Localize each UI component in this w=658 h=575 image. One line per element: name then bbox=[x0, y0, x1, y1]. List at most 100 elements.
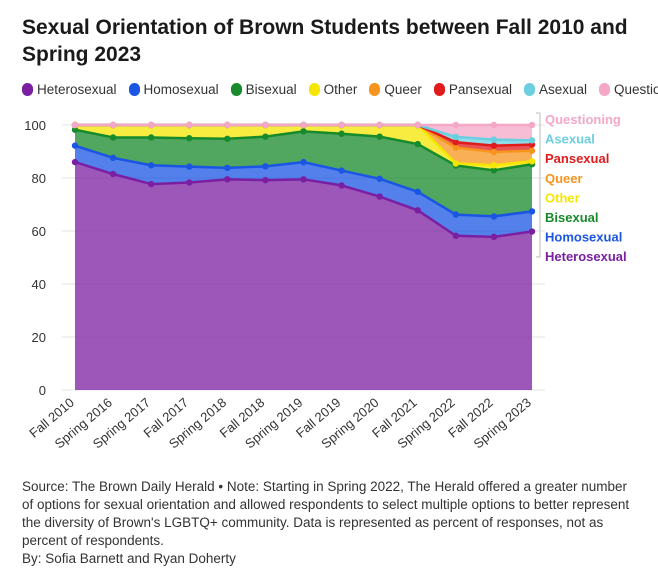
point-questioning bbox=[452, 121, 460, 129]
end-label-pansexual: Pansexual bbox=[545, 151, 609, 166]
point-homosexual bbox=[338, 167, 345, 174]
point-heterosexual bbox=[376, 193, 383, 200]
point-heterosexual bbox=[109, 170, 117, 178]
legend-item-heterosexual: Heterosexual bbox=[22, 82, 117, 97]
legend-item-pansexual: Pansexual bbox=[433, 82, 512, 97]
area-queer bbox=[75, 125, 532, 166]
y-tick-label: 0 bbox=[39, 383, 46, 398]
legend-item-asexual: Asexual bbox=[523, 82, 587, 97]
legend-item-other: Other bbox=[308, 82, 358, 97]
point-homosexual bbox=[528, 208, 536, 215]
point-homosexual bbox=[147, 162, 155, 169]
legend-label: Homosexual bbox=[143, 82, 219, 97]
legend-label: Heterosexual bbox=[37, 82, 117, 97]
point-questioning bbox=[376, 121, 383, 129]
point-bisexual bbox=[224, 135, 231, 142]
point-queer bbox=[528, 147, 536, 154]
point-pansexual bbox=[452, 139, 460, 146]
point-bisexual bbox=[71, 126, 79, 133]
point-heterosexual bbox=[71, 158, 79, 166]
point-asexual bbox=[528, 137, 536, 144]
legend-item-bisexual: Bisexual bbox=[230, 82, 297, 97]
point-questioning bbox=[186, 121, 193, 129]
end-label-homosexual: Homosexual bbox=[545, 230, 622, 245]
legend-swatch bbox=[369, 83, 381, 96]
end-label-other: Other bbox=[545, 190, 580, 205]
point-homosexual bbox=[224, 164, 231, 172]
point-questioning bbox=[224, 121, 231, 129]
point-heterosexual bbox=[186, 179, 193, 186]
point-heterosexual bbox=[414, 207, 421, 214]
point-questioning bbox=[414, 121, 421, 129]
point-homosexual bbox=[452, 211, 460, 218]
point-bisexual bbox=[300, 128, 307, 135]
end-label-heterosexual: Heterosexual bbox=[545, 249, 627, 264]
point-bisexual bbox=[109, 134, 117, 141]
y-tick-label: 60 bbox=[32, 224, 46, 239]
legend-item-questioning: Questioning bbox=[599, 82, 658, 97]
point-heterosexual bbox=[528, 228, 536, 235]
point-homosexual bbox=[414, 188, 421, 195]
legend-label: Bisexual bbox=[245, 82, 297, 97]
legend-label: Queer bbox=[384, 82, 422, 97]
legend-item-queer: Queer bbox=[369, 82, 422, 97]
point-questioning bbox=[528, 121, 536, 129]
legend-swatch bbox=[308, 83, 320, 96]
point-bisexual bbox=[186, 135, 193, 142]
end-label-questioning: Questioning bbox=[545, 112, 621, 127]
point-homosexual bbox=[186, 163, 193, 170]
point-homosexual bbox=[490, 213, 498, 220]
point-questioning bbox=[109, 121, 117, 129]
note-text: Source: The Brown Daily Herald • Note: S… bbox=[22, 479, 630, 548]
point-heterosexual bbox=[490, 233, 498, 241]
point-bisexual bbox=[262, 133, 269, 140]
point-other bbox=[452, 160, 460, 167]
legend-swatch bbox=[523, 83, 535, 96]
point-heterosexual bbox=[338, 182, 345, 189]
point-questioning bbox=[147, 121, 155, 129]
legend-swatch bbox=[230, 83, 242, 96]
chart-title: Sexual Orientation of Brown Students bet… bbox=[22, 16, 628, 66]
point-bisexual bbox=[490, 167, 498, 174]
point-queer bbox=[452, 144, 460, 151]
byline: By: Sofia Barnett and Ryan Doherty bbox=[22, 551, 236, 566]
legend-label: Asexual bbox=[538, 82, 587, 97]
point-asexual bbox=[452, 133, 460, 141]
end-label-bisexual: Bisexual bbox=[545, 210, 598, 225]
point-heterosexual bbox=[300, 176, 307, 183]
area-heterosexual bbox=[75, 162, 532, 390]
legend-swatch bbox=[22, 83, 33, 96]
point-homosexual bbox=[262, 163, 269, 170]
point-homosexual bbox=[71, 142, 79, 149]
point-homosexual bbox=[109, 154, 117, 162]
point-questioning bbox=[300, 121, 307, 129]
end-label-queer: Queer bbox=[545, 171, 583, 186]
point-homosexual bbox=[300, 158, 307, 166]
legend-swatch bbox=[128, 83, 140, 96]
point-heterosexual bbox=[452, 232, 460, 239]
point-asexual bbox=[490, 136, 498, 143]
point-bisexual bbox=[414, 140, 421, 148]
source-note: Source: The Brown Daily Herald • Note: S… bbox=[22, 478, 642, 568]
legend-label: Pansexual bbox=[448, 82, 512, 97]
point-pansexual bbox=[490, 142, 498, 149]
y-tick-label: 80 bbox=[32, 171, 46, 186]
point-bisexual bbox=[376, 133, 383, 140]
y-tick-label: 100 bbox=[24, 118, 46, 133]
point-bisexual bbox=[147, 134, 155, 141]
legend-item-homosexual: Homosexual bbox=[128, 82, 219, 97]
area-bisexual bbox=[75, 129, 532, 217]
y-tick-label: 40 bbox=[32, 277, 46, 292]
point-questioning bbox=[338, 121, 345, 129]
point-homosexual bbox=[376, 175, 383, 182]
legend-label: Other bbox=[323, 82, 358, 97]
point-questioning bbox=[262, 121, 269, 129]
point-questioning bbox=[490, 121, 498, 129]
legend: Heterosexual Homosexual Bisexual Other Queer… bbox=[22, 82, 658, 97]
legend-swatch bbox=[599, 83, 610, 96]
legend-swatch bbox=[433, 83, 445, 96]
end-label-asexual: Asexual bbox=[545, 132, 595, 147]
legend-label: Questioning bbox=[614, 82, 658, 97]
point-other bbox=[490, 162, 498, 169]
